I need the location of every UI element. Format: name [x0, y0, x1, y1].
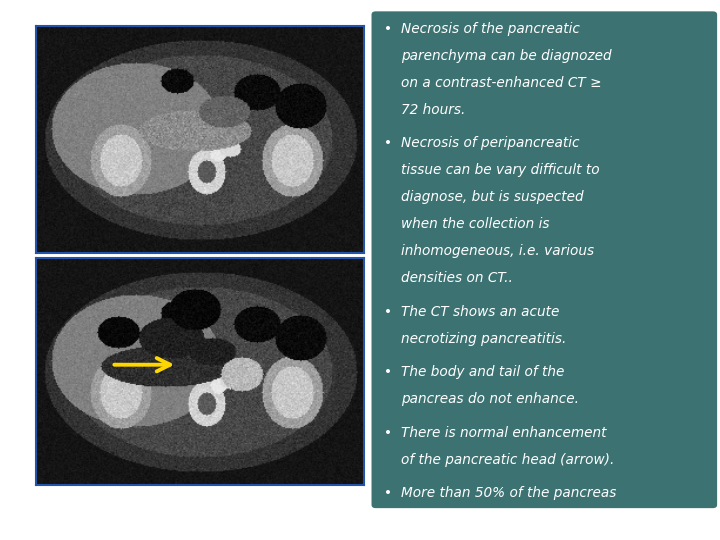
Text: •: • [384, 365, 392, 379]
Text: The CT shows an acute: The CT shows an acute [401, 305, 559, 319]
Text: parenchyma can be diagnozed: parenchyma can be diagnozed [401, 49, 612, 63]
Text: diagnose, but is suspected: diagnose, but is suspected [401, 190, 584, 204]
Text: •: • [384, 305, 392, 319]
Text: tissue can be vary difficult to: tissue can be vary difficult to [401, 163, 600, 177]
Text: There is normal enhancement: There is normal enhancement [401, 426, 606, 440]
Text: inhomogeneous, i.e. various: inhomogeneous, i.e. various [401, 244, 594, 258]
Text: •: • [384, 486, 392, 500]
Text: pancreas do not enhance.: pancreas do not enhance. [401, 392, 579, 406]
Text: The body and tail of the: The body and tail of the [401, 365, 564, 379]
Text: •: • [384, 136, 392, 150]
Text: More than 50% of the pancreas: More than 50% of the pancreas [401, 486, 616, 500]
Text: Necrosis of the pancreatic: Necrosis of the pancreatic [401, 22, 580, 36]
Text: •: • [384, 22, 392, 36]
Text: 72 hours.: 72 hours. [401, 103, 465, 117]
Text: is necrotic and there are at: is necrotic and there are at [401, 513, 587, 527]
Text: densities on CT..: densities on CT.. [401, 271, 513, 285]
FancyBboxPatch shape [372, 11, 717, 508]
Text: on a contrast-enhanced CT ≥: on a contrast-enhanced CT ≥ [401, 76, 601, 90]
Text: Necrosis of peripancreatic: Necrosis of peripancreatic [401, 136, 580, 150]
Text: •: • [384, 426, 392, 440]
Text: of the pancreatic head (arrow).: of the pancreatic head (arrow). [401, 453, 614, 467]
Text: when the collection is: when the collection is [401, 217, 549, 231]
Text: necrotizing pancreatitis.: necrotizing pancreatitis. [401, 332, 567, 346]
